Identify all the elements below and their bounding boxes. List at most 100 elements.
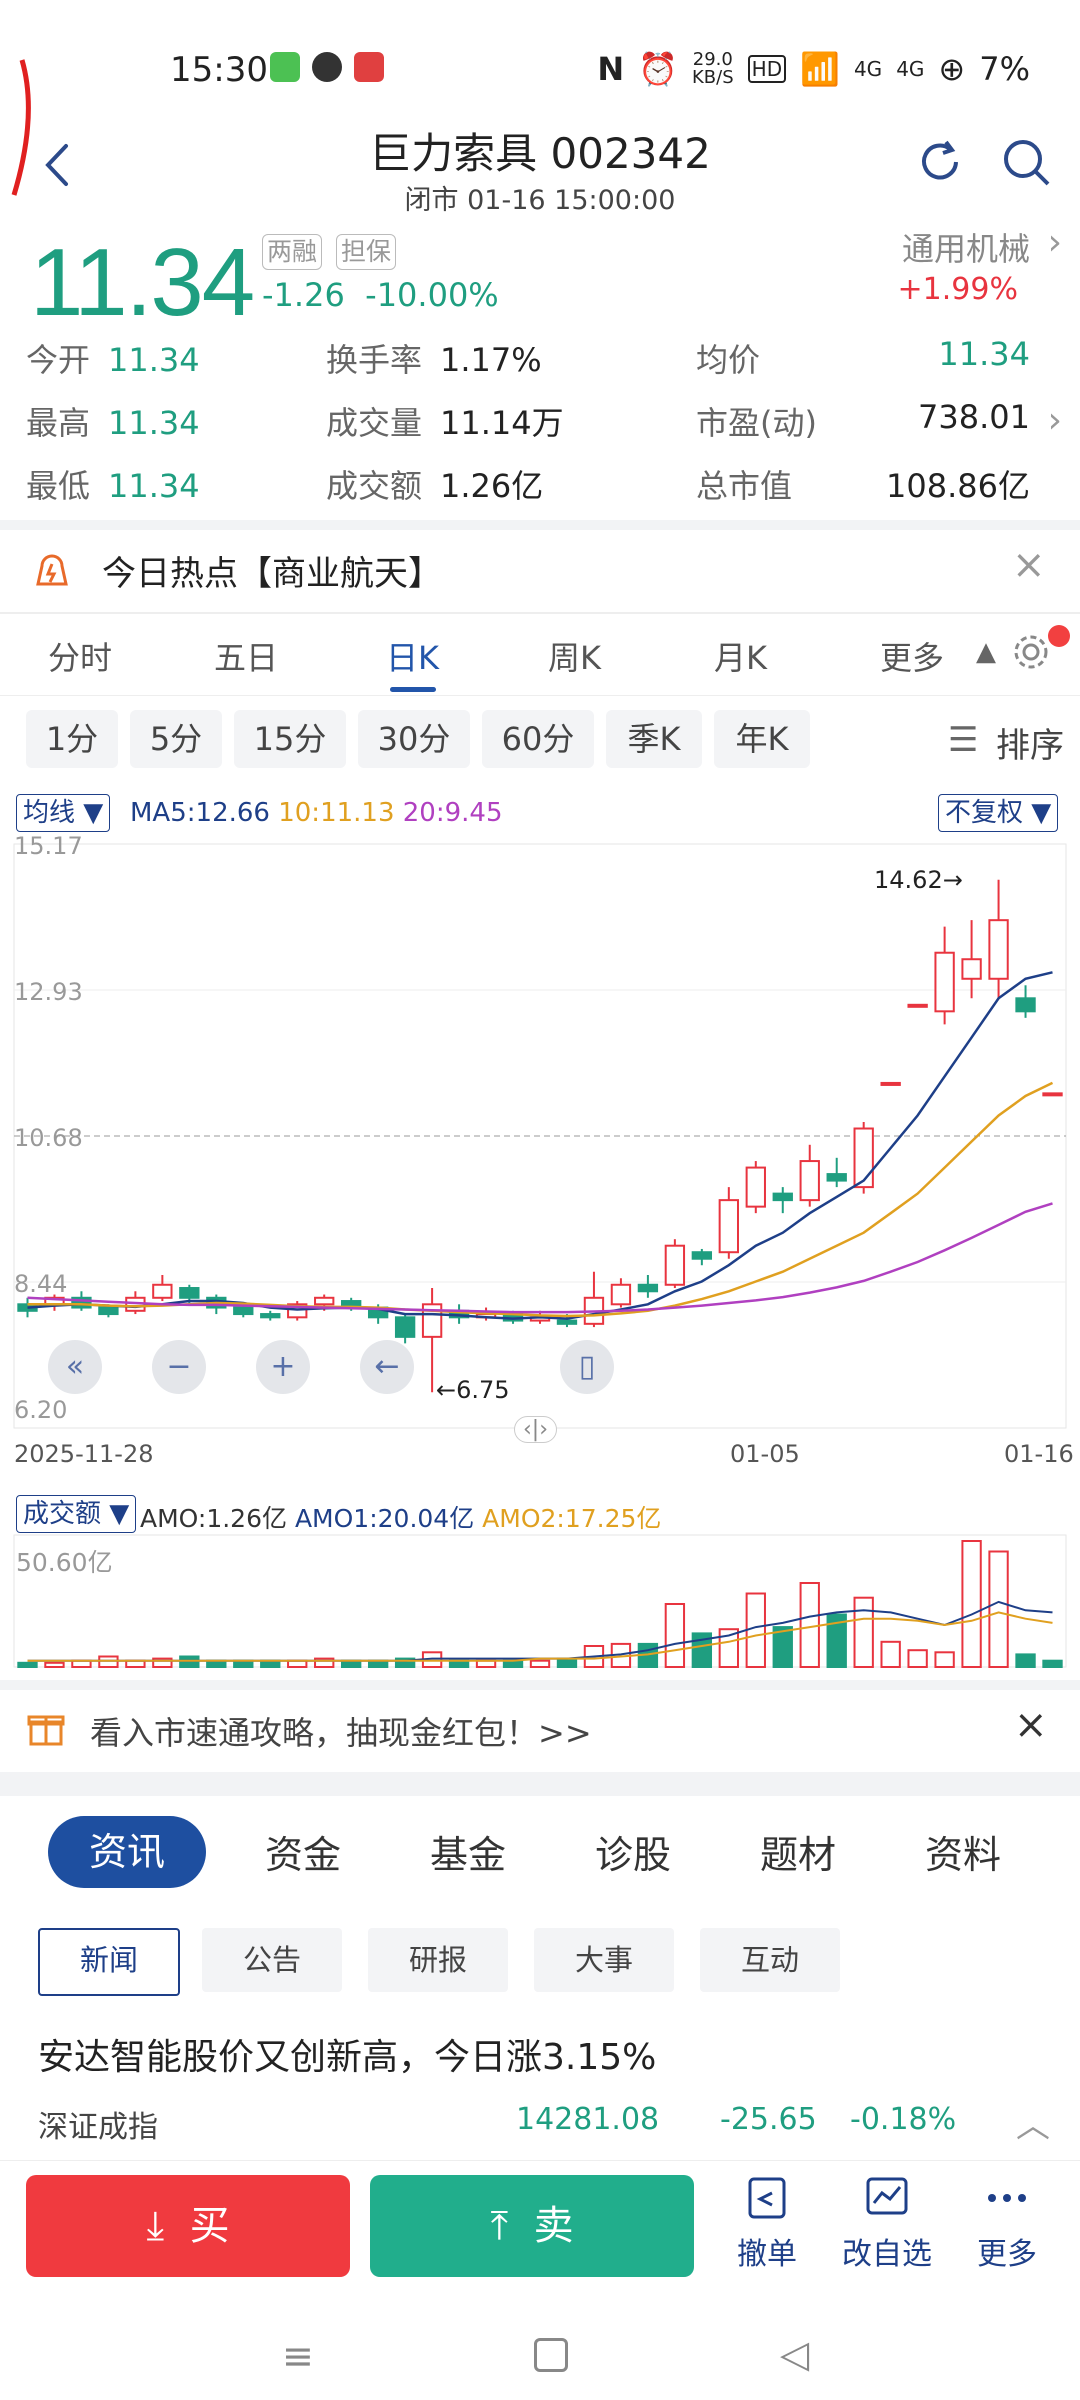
nfc-icon: N (597, 50, 625, 88)
tab-weekly-k[interactable]: 周K (548, 639, 601, 677)
tab-diagnose[interactable]: 诊股 (595, 1833, 672, 1877)
stat-low: 最低 11.34 (26, 467, 200, 505)
chip-year-k[interactable]: 年K (714, 710, 810, 768)
zoom-in-icon[interactable]: + (256, 1340, 310, 1394)
reset-icon[interactable]: ▯ (560, 1340, 614, 1394)
subtab-news[interactable]: 新闻 (38, 1928, 180, 1996)
divider (0, 1680, 1080, 1690)
wechat-icon (312, 52, 342, 82)
subtab-announcement[interactable]: 公告 (202, 1928, 342, 1992)
subtab-events[interactable]: 大事 (534, 1928, 674, 1992)
tab-more[interactable]: 更多 (880, 639, 945, 677)
app-notification-icon (354, 52, 384, 82)
promo-banner[interactable]: 看入市速通攻略，抽现金红包！>> × (0, 1690, 1080, 1770)
drag-handle-icon[interactable]: ‹|› (514, 1416, 558, 1443)
info-section: 资讯 资金 基金 诊股 题材 资料 新闻 公告 研报 大事 互动 安达智能股价又… (0, 1800, 1080, 2150)
menu-nav-icon[interactable]: ≡ (282, 2334, 314, 2378)
candlestick-chart[interactable]: 均线 ▼ MA5:12.66 10:11.13 20:9.45 不复权 ▼ 15… (0, 788, 1080, 1488)
ma-selector[interactable]: 均线 ▼ (16, 794, 111, 832)
tab-fund[interactable]: 基金 (430, 1833, 507, 1877)
candle-body (988, 919, 1009, 980)
trade-action-bar: ⤓ 买 ⤒ 卖 撤单 改自选 更多 (0, 2160, 1080, 2311)
volume-bar (179, 1655, 200, 1668)
hot-topic-banner[interactable]: 今日热点【商业航天】 × (0, 530, 1080, 610)
list-icon[interactable]: ☰ (948, 720, 979, 760)
stat-high: 最高 11.34 (26, 404, 200, 442)
back-nav-icon[interactable]: ◁ (780, 2332, 810, 2376)
chip-5min[interactable]: 5分 (130, 710, 222, 768)
volume-bar (529, 1659, 551, 1668)
back-icon[interactable] (38, 140, 78, 190)
amo2-line (27, 1611, 1053, 1662)
stock-title: 巨力索具 002342 (369, 129, 711, 178)
more-button[interactable]: 更多 (952, 2173, 1062, 2273)
volume-indicator-selector[interactable]: 成交额 ▼ (16, 1495, 137, 1533)
news-headline[interactable]: 安达智能股价又创新高，今日涨3.15% (38, 2037, 657, 2078)
sort-button[interactable]: 排序 (996, 726, 1064, 766)
search-icon[interactable] (998, 134, 1054, 190)
tab-profile[interactable]: 资料 (925, 1833, 1002, 1877)
chip-60min[interactable]: 60分 (482, 710, 594, 768)
index-ticker[interactable]: 深证成指 14281.08 -25.65 -0.18% ︿ (38, 2102, 1058, 2146)
sector-change: +1.99% (897, 272, 1018, 307)
market-status: 闭市 01-16 15:00:00 (404, 185, 676, 216)
tab-intraday[interactable]: 分时 (48, 639, 113, 677)
sector-name[interactable]: 通用机械 (901, 230, 1030, 268)
ma5-value: MA5:12.66 (130, 798, 270, 828)
system-nav-bar: ≡ ◁ (0, 2320, 1080, 2400)
candle-body (421, 1303, 443, 1338)
tab-daily-k[interactable]: 日K (386, 639, 439, 677)
cancel-order-button[interactable]: 撤单 (712, 2173, 822, 2273)
chip-1min[interactable]: 1分 (26, 710, 118, 768)
edit-watchlist-button[interactable]: 改自选 (832, 2173, 942, 2273)
index-name: 深证成指 (38, 2110, 158, 2145)
scroll-left-icon[interactable]: « (48, 1340, 102, 1394)
volume-legend: AMO:1.26亿 AMO1:20.04亿 AMO2:17.25亿 (140, 1504, 662, 1533)
volume-bar (98, 1655, 119, 1668)
subtab-interaction[interactable]: 互动 (700, 1928, 840, 1992)
volume-bar (772, 1626, 793, 1669)
ma10-value: 10:11.13 (278, 798, 395, 828)
chip-15min[interactable]: 15分 (234, 710, 346, 768)
price-change: -1.26 -10.00% (262, 276, 499, 314)
margin-tag: 两融 (262, 234, 323, 270)
candle-body (233, 1306, 254, 1316)
tab-theme[interactable]: 题材 (760, 1833, 837, 1877)
tab-funds[interactable]: 资金 (265, 1833, 342, 1877)
volume-chart[interactable]: 成交额 ▼ AMO:1.26亿 AMO1:20.04亿 AMO2:17.25亿 … (0, 1495, 1080, 1675)
close-icon[interactable]: × (1012, 542, 1046, 588)
triangle-up-icon[interactable]: ▲ (976, 637, 996, 667)
volume-bar (934, 1651, 955, 1669)
candle-body (1015, 997, 1036, 1013)
candle-body (880, 1081, 901, 1086)
divider (0, 520, 1080, 530)
zoom-out-icon[interactable]: − (152, 1340, 206, 1394)
candle-body (772, 1192, 793, 1202)
tab-monthly-k[interactable]: 月K (714, 639, 767, 677)
close-icon[interactable]: × (1014, 1702, 1048, 1748)
subtab-research[interactable]: 研报 (368, 1928, 508, 1992)
home-nav-icon[interactable] (534, 2338, 568, 2372)
candle-body (961, 958, 982, 980)
refresh-icon[interactable] (912, 134, 968, 190)
low-price-label: ←6.75 (436, 1376, 510, 1404)
alarm-bell-icon (36, 554, 68, 586)
candle-body (152, 1283, 173, 1299)
chip-quarter-k[interactable]: 季K (606, 710, 702, 768)
volume-bar (17, 1661, 38, 1669)
watchlist-edit-icon (866, 2177, 908, 2215)
volume-canvas (13, 1534, 1067, 1669)
gear-icon[interactable] (1010, 631, 1052, 673)
more-dots-icon (988, 2194, 1026, 2202)
tab-five-day[interactable]: 五日 (214, 639, 279, 677)
candle-body (71, 1296, 92, 1309)
adjust-selector[interactable]: 不复权 ▼ (938, 794, 1059, 832)
volume-bar (556, 1657, 578, 1669)
step-left-icon[interactable]: ← (360, 1340, 414, 1394)
notification-dot (1048, 625, 1070, 647)
buy-button[interactable]: ⤓ 买 (26, 2175, 350, 2277)
chip-30min[interactable]: 30分 (358, 710, 470, 768)
tab-news[interactable]: 资讯 (48, 1816, 206, 1888)
sell-button[interactable]: ⤒ 卖 (370, 2175, 694, 2277)
stat-pe[interactable]: 市盈(动) 738.01 (696, 398, 1030, 442)
